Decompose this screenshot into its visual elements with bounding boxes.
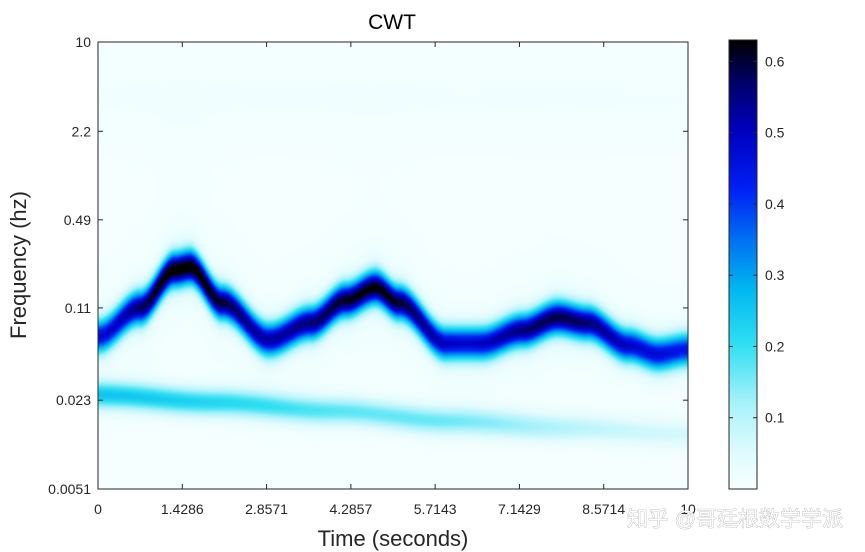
x-tick-label: 10 bbox=[680, 501, 696, 517]
colorbar-tick-label: 0.3 bbox=[765, 267, 785, 283]
x-tick-label: 2.8571 bbox=[245, 501, 288, 517]
colorbar: 0.1 0.2 0.3 0.4 0.5 0.6 bbox=[728, 39, 785, 490]
colorbar-tick-label: 0.5 bbox=[765, 125, 785, 141]
x-tick-label: 1.4286 bbox=[161, 501, 204, 517]
colorbar-tick-label: 0.1 bbox=[765, 410, 785, 426]
y-tick-label: 10 bbox=[75, 34, 91, 50]
y-tick-label: 0.0051 bbox=[48, 481, 91, 497]
y-tick-label: 0.023 bbox=[56, 392, 91, 408]
colorbar-tick-label: 0.2 bbox=[765, 338, 785, 354]
watermark: 知乎 @哥廷根数学学派 bbox=[627, 508, 843, 531]
colorbar-tick-label: 0.6 bbox=[765, 53, 785, 69]
chart-title: CWT bbox=[368, 11, 416, 34]
colorbar-ticks: 0.1 0.2 0.3 0.4 0.5 0.6 bbox=[729, 53, 785, 426]
colorbar-bar bbox=[728, 39, 758, 490]
y-tick-label: 2.2 bbox=[72, 123, 92, 139]
x-tick-label: 5.7143 bbox=[414, 501, 457, 517]
x-tick-label: 8.5714 bbox=[582, 501, 625, 517]
y-tick-label: 0.49 bbox=[64, 212, 91, 228]
x-tick-label: 7.1429 bbox=[498, 501, 541, 517]
heatmap-image bbox=[98, 42, 688, 489]
x-axis-label: Time (seconds) bbox=[318, 526, 469, 551]
y-axis: 10 2.2 0.49 0.11 0.023 0.0051 bbox=[48, 34, 688, 497]
plot-frame bbox=[97, 41, 689, 490]
plot-area bbox=[97, 41, 689, 490]
heatmap-container bbox=[98, 42, 688, 489]
y-tick-label: 0.11 bbox=[65, 300, 91, 316]
x-tick-label: 4.2857 bbox=[329, 501, 372, 517]
colorbar-tick-label: 0.4 bbox=[765, 196, 785, 212]
x-axis: 0 1.4286 2.8571 4.2857 5.7143 7.1429 8.5714 10 bbox=[94, 42, 696, 517]
y-axis-label: Frequency (hz) bbox=[6, 191, 31, 339]
x-tick-label: 0 bbox=[94, 501, 102, 517]
